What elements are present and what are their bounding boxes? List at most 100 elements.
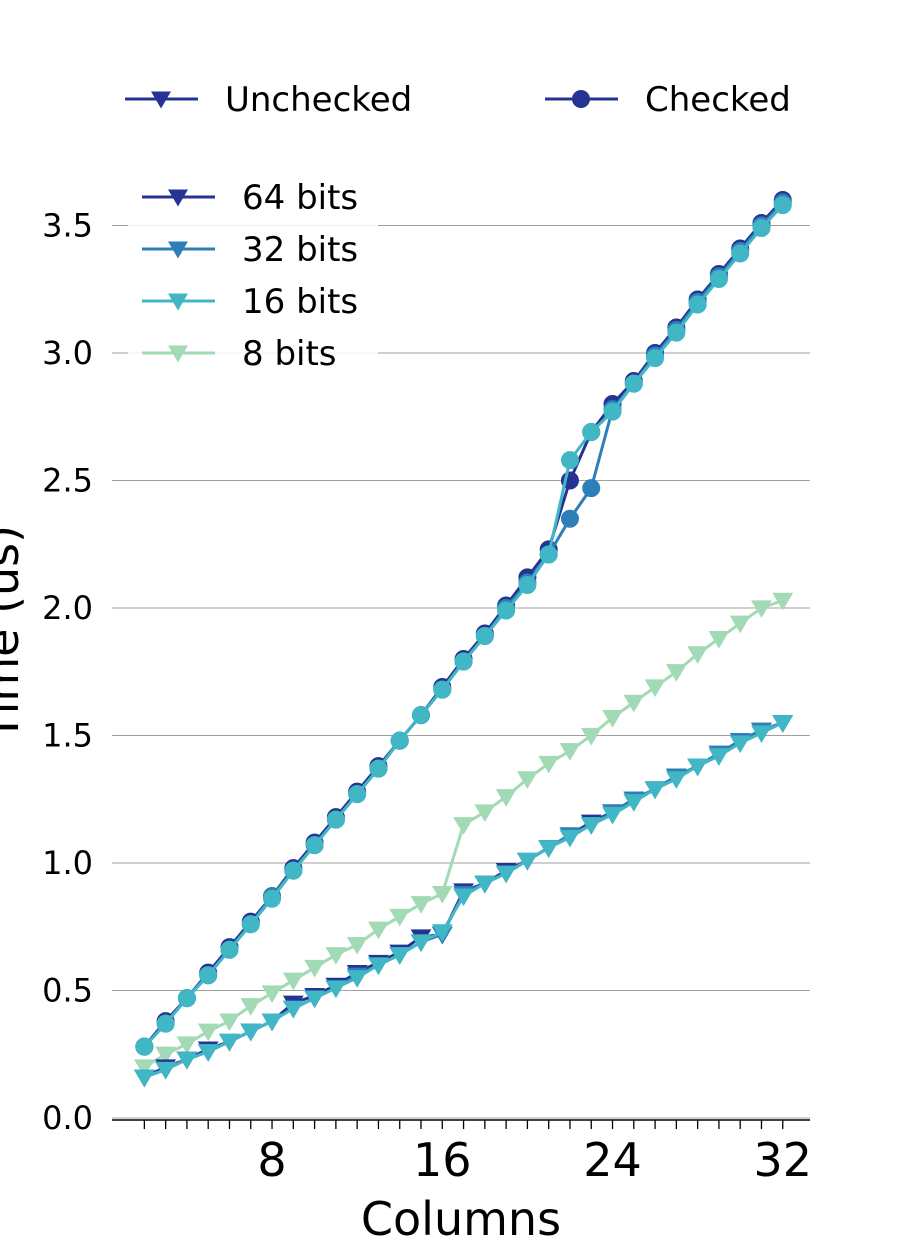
- data-point: [197, 1044, 219, 1062]
- data-point: [261, 985, 283, 1004]
- legend-marker: [168, 293, 188, 311]
- x-tick-labels: 8 16 24 32: [257, 1133, 812, 1187]
- data-point: [580, 817, 602, 835]
- data-point: [410, 934, 432, 953]
- data-point: [325, 980, 347, 998]
- data-point: [559, 743, 581, 761]
- data-point: [495, 789, 517, 807]
- axes: [112, 1119, 810, 1129]
- data-point: [155, 1046, 177, 1065]
- data-point: [729, 615, 751, 634]
- x-tick-label: 16: [413, 1133, 472, 1187]
- data-point: [538, 840, 560, 858]
- data-point: [176, 1051, 198, 1070]
- data-point: [602, 806, 623, 825]
- data-point: [219, 1033, 240, 1052]
- data-point: [474, 875, 496, 894]
- legend-label: 32 bits: [242, 230, 358, 270]
- data-point: [687, 646, 709, 664]
- legend-marker: [168, 241, 188, 259]
- data-point: [752, 219, 771, 238]
- data-point: [560, 451, 579, 470]
- data-point: [708, 748, 730, 766]
- data-point: [454, 652, 473, 671]
- data-point: [240, 998, 262, 1016]
- x-tick-label: 24: [583, 1133, 642, 1187]
- data-point: [433, 680, 452, 699]
- data-point: [369, 759, 388, 778]
- data-point: [729, 735, 751, 754]
- data-point: [731, 244, 750, 263]
- data-point: [389, 947, 411, 965]
- data-point: [368, 957, 389, 976]
- data-point: [644, 679, 666, 698]
- data-point: [708, 630, 730, 649]
- legend-marker: [168, 189, 188, 207]
- legend-marker: [151, 91, 171, 109]
- data-point: [261, 1013, 283, 1032]
- data-point: [667, 323, 686, 342]
- data-point: [497, 601, 516, 620]
- data-point: [368, 921, 389, 940]
- legend-label: Checked: [645, 80, 791, 120]
- data-point: [582, 423, 601, 442]
- legend-marker: [572, 90, 590, 108]
- x-axis-label: Columns: [361, 1192, 561, 1246]
- data-point: [517, 771, 538, 789]
- data-point: [176, 1036, 198, 1055]
- data-point: [751, 725, 772, 743]
- data-point: [325, 947, 347, 965]
- data-point: [453, 888, 474, 907]
- data-point: [688, 295, 707, 314]
- data-point: [177, 989, 196, 1008]
- data-point: [133, 1059, 155, 1078]
- data-point: [346, 970, 368, 988]
- data-point: [623, 794, 645, 812]
- y-tick-label: 3.5: [42, 207, 93, 245]
- data-point: [155, 1061, 177, 1080]
- y-tick-label: 2.5: [42, 462, 93, 500]
- data-point: [665, 771, 687, 789]
- y-tick-labels: 0.0 0.5 1.0 1.5 2.0 2.5 3.0 3.5: [42, 207, 93, 1138]
- data-point: [282, 972, 304, 991]
- series-unchecked-8-bits: [133, 592, 794, 1078]
- series: [133, 191, 794, 1088]
- data-point: [412, 706, 430, 725]
- color-legend: 64 bits 32 bits 16 bits 8 bits: [128, 172, 378, 376]
- data-point: [241, 915, 260, 934]
- data-point: [135, 1037, 154, 1056]
- data-point: [304, 959, 325, 978]
- data-point: [431, 924, 453, 942]
- data-point: [539, 545, 558, 564]
- legend-marker: [168, 345, 188, 363]
- data-point: [518, 576, 537, 595]
- data-point: [326, 810, 345, 829]
- color-legend-entry: 8 bits: [142, 334, 337, 374]
- data-point: [560, 509, 579, 528]
- data-point: [495, 865, 517, 884]
- marker-legend-entry: Checked: [545, 80, 791, 120]
- marker-legend-entry: Unchecked: [125, 80, 412, 120]
- data-point: [773, 196, 792, 215]
- data-point: [199, 966, 218, 985]
- x-tick-label: 32: [753, 1133, 812, 1187]
- y-tick-label: 0.5: [42, 972, 93, 1010]
- data-point: [559, 829, 581, 848]
- data-point: [475, 627, 494, 646]
- legend-label: 8 bits: [242, 334, 337, 374]
- data-point: [263, 889, 282, 908]
- data-point: [390, 731, 409, 750]
- x-tick-label: 8: [257, 1133, 286, 1187]
- data-point: [602, 710, 623, 728]
- data-point: [431, 885, 453, 904]
- data-point: [133, 1069, 155, 1088]
- data-point: [772, 592, 794, 611]
- color-legend-entry: 64 bits: [142, 178, 358, 218]
- data-point: [197, 1023, 219, 1042]
- data-point: [156, 1014, 175, 1033]
- legend-background: [128, 172, 378, 376]
- data-point: [772, 715, 794, 733]
- data-point: [582, 479, 601, 498]
- data-point: [348, 785, 367, 804]
